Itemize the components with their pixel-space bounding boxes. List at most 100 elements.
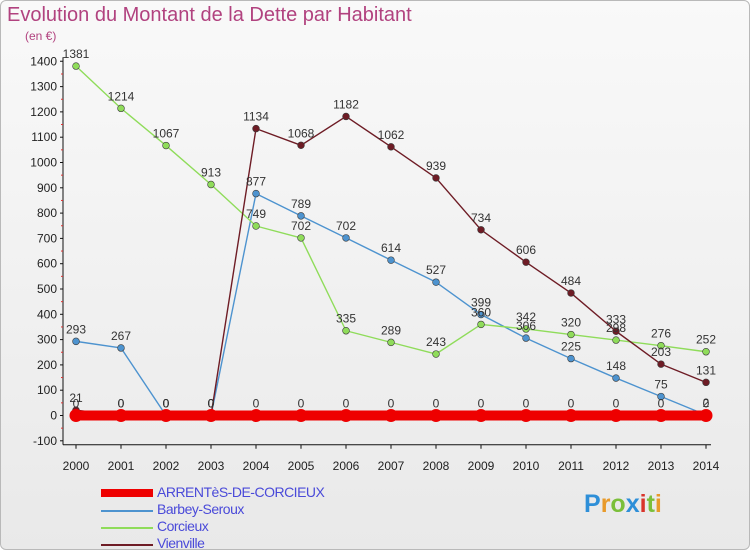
data-point — [294, 409, 308, 422]
data-point — [387, 256, 395, 264]
data-label: 0 — [163, 397, 170, 411]
x-tick-label: 2011 — [558, 459, 584, 473]
legend-swatch — [101, 544, 153, 546]
data-point — [69, 409, 83, 422]
proxiti-logo: Proxiti — [584, 490, 662, 519]
data-label: 0 — [613, 397, 620, 411]
data-label: 1182 — [333, 97, 359, 111]
data-point — [702, 378, 710, 387]
x-tick-label: 2003 — [198, 459, 225, 473]
x-tick-label: 2012 — [603, 459, 630, 473]
series-line-1 — [75, 192, 707, 417]
data-point — [342, 234, 350, 242]
data-label: 0 — [658, 397, 665, 411]
data-label: 306 — [516, 319, 536, 333]
data-point — [657, 392, 665, 401]
data-label: 1068 — [288, 126, 315, 140]
data-label: 342 — [516, 310, 536, 324]
data-label: 203 — [651, 345, 671, 359]
data-point — [207, 180, 215, 189]
data-label: 0 — [163, 397, 170, 411]
unit-label: (en €) — [25, 29, 57, 43]
data-label: 320 — [561, 316, 581, 330]
y-tick-label: 1400 — [30, 54, 57, 68]
x-tick-label: 2006 — [333, 459, 360, 473]
y-tick-label: 1000 — [30, 156, 57, 170]
logo-letter: i — [639, 490, 647, 518]
data-label: 484 — [561, 274, 581, 288]
x-tick-label: 2008 — [423, 459, 450, 473]
y-tick-label: 100 — [37, 383, 57, 397]
y-tick-label: 200 — [37, 358, 57, 372]
logo-letter: t — [646, 490, 655, 518]
logo-letter: o — [610, 490, 626, 518]
data-label: 0 — [298, 397, 305, 411]
data-point — [387, 143, 395, 151]
data-point — [339, 409, 353, 422]
data-label: 2 — [703, 396, 710, 410]
data-label: 913 — [201, 166, 221, 180]
legend-label: Vienville — [157, 535, 205, 550]
data-point — [342, 327, 350, 335]
y-tick-label: 1200 — [30, 105, 57, 119]
data-label: 289 — [381, 323, 401, 337]
data-label: 0 — [163, 397, 170, 411]
data-label: 0 — [703, 397, 710, 411]
data-point — [609, 409, 623, 422]
data-point — [114, 409, 128, 422]
logo-letter: r — [600, 490, 611, 518]
x-tick-label: 2000 — [63, 459, 90, 473]
x-tick-label: 2001 — [108, 459, 135, 473]
data-label: 0 — [523, 397, 530, 411]
data-label: 252 — [696, 333, 716, 347]
data-point — [297, 234, 305, 242]
data-label: 1067 — [153, 127, 180, 141]
y-tick-label: 600 — [37, 257, 57, 271]
data-point — [117, 344, 125, 352]
data-point — [432, 278, 440, 286]
data-label: 0 — [568, 397, 575, 411]
data-point — [567, 354, 575, 363]
data-point — [72, 62, 80, 70]
chart-title: Evolution du Montant de la Dette par Hab… — [7, 4, 412, 26]
x-tick-label: 2005 — [288, 459, 315, 473]
y-tick-label: 400 — [37, 307, 57, 321]
data-label: 527 — [426, 263, 446, 277]
data-label: 0 — [253, 397, 260, 411]
data-point — [522, 334, 530, 342]
data-point — [432, 174, 440, 182]
x-tick-label: 2004 — [243, 459, 270, 473]
data-point — [342, 112, 350, 121]
data-label: 877 — [246, 175, 266, 189]
data-label: 360 — [471, 305, 491, 319]
data-label: 148 — [606, 359, 626, 373]
y-tick-label: 900 — [37, 181, 57, 195]
y-tick-label: 1300 — [30, 80, 57, 94]
legend-label: Corcieux — [157, 518, 209, 534]
data-point — [204, 409, 218, 422]
data-label: 298 — [606, 321, 626, 335]
data-point — [297, 212, 305, 220]
data-label: 0 — [118, 397, 125, 411]
data-label: 0 — [433, 397, 440, 411]
y-tick-label: -100 — [33, 434, 57, 448]
x-tick-label: 2009 — [468, 459, 495, 473]
y-tick-label: 0 — [50, 409, 57, 423]
data-label: 1134 — [243, 110, 269, 124]
data-point — [567, 289, 575, 297]
y-tick-label: 300 — [37, 333, 57, 347]
x-tick-label: 2002 — [153, 459, 180, 473]
data-label: 1381 — [63, 47, 90, 61]
data-point — [117, 104, 125, 113]
data-point — [522, 258, 530, 266]
data-label: 614 — [381, 241, 401, 255]
x-tick-label: 2014 — [693, 459, 720, 473]
x-tick-label: 2007 — [378, 459, 405, 473]
data-label: 702 — [291, 219, 311, 233]
data-point — [72, 337, 80, 346]
data-point — [252, 124, 260, 133]
data-point — [657, 341, 665, 350]
y-tick-label: 700 — [37, 231, 57, 245]
data-point — [252, 189, 260, 198]
